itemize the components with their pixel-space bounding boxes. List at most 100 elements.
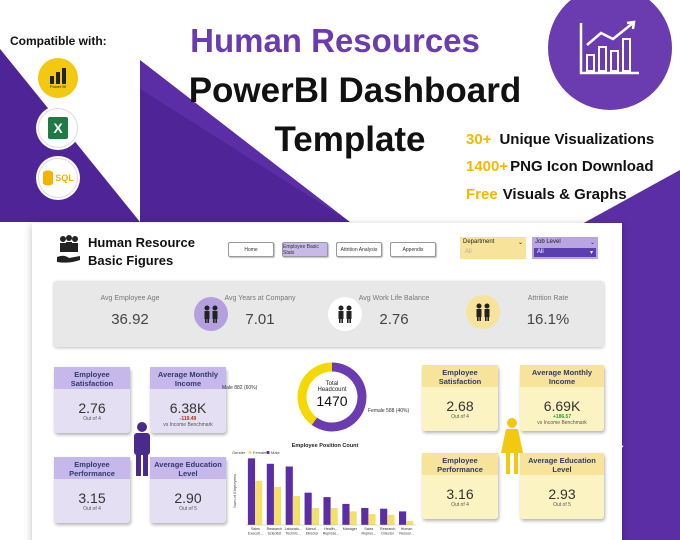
x-tick-label: Director xyxy=(306,532,319,536)
powerbi-icon: Power BI xyxy=(36,56,80,100)
kpi-wlb-label: Avg Work Life Balance xyxy=(358,295,430,302)
card-delta: +186.57 xyxy=(552,414,572,420)
compatible-label: Compatible with: xyxy=(10,34,107,48)
feature-3: Free Visuals & Graphs xyxy=(466,186,627,203)
nav-attrition[interactable]: Attrition Analysis xyxy=(336,242,382,257)
bar-male xyxy=(342,503,350,525)
bar-male xyxy=(323,497,331,525)
female-income-card: Average Monthly Income 6.69K +186.57 vs … xyxy=(520,365,604,431)
powerbi-bars-icon xyxy=(50,67,66,84)
male-income-card: Average Monthly Income 6.38K -119.49 vs … xyxy=(150,367,226,433)
donut-female-label: Female 588 (40%) xyxy=(368,408,410,414)
bar-male xyxy=(266,463,274,525)
people-icon xyxy=(328,297,362,331)
x-tick-label: Director xyxy=(381,532,394,536)
x-tick-label: Research xyxy=(267,527,282,531)
kpi-avg-years-label: Avg Years at Company xyxy=(224,295,296,302)
x-tick-label: Manager xyxy=(343,527,358,531)
title-line-1: Human Resources xyxy=(190,22,480,59)
x-tick-label: Laborato... xyxy=(285,527,302,531)
x-tick-label: Sales xyxy=(364,527,373,531)
nav-home[interactable]: Home xyxy=(228,242,274,257)
hr-header-icon xyxy=(56,235,82,270)
title-line-2: PowerBI Dashboard xyxy=(188,71,522,110)
bar-female xyxy=(349,511,357,525)
y-axis-label: Num of Employees xyxy=(232,474,237,508)
excel-icon: X xyxy=(36,106,80,150)
female-figure-icon xyxy=(500,417,524,480)
card-title: Average Education Level xyxy=(520,453,604,475)
job-level-filter[interactable]: Job Level ⌄ All ▾ xyxy=(532,237,598,259)
male-satisfaction-card: Employee Satisfaction 2.76 Out of 4 xyxy=(54,367,130,433)
donut-slice-male xyxy=(311,362,367,432)
kpi-wlb-value: 2.76 xyxy=(379,311,409,328)
x-tick-label: Sales xyxy=(251,527,260,531)
legend-swatch-female xyxy=(248,450,252,455)
chart-growth-icon xyxy=(579,20,639,75)
card-title: Employee Satisfaction xyxy=(54,367,130,389)
feature-2-text: PNG Icon Download xyxy=(510,158,654,175)
job-level-value: All xyxy=(537,249,544,255)
card-sub: vs Income Benchmark xyxy=(537,420,587,426)
card-sub: Out of 4 xyxy=(83,416,101,422)
bar-male xyxy=(247,458,256,525)
female-education-card: Average Education Level 2.93 Out of 5 xyxy=(520,453,604,519)
feature-1: 30+ Unique Visualizations xyxy=(466,131,654,148)
people-icon xyxy=(466,295,500,329)
bar-male xyxy=(304,492,312,525)
dashboard-title-line2: Basic Figures xyxy=(88,253,174,269)
card-title: Employee Satisfaction xyxy=(422,365,498,387)
dashboard-preview: Human Resource Basic Figures Home Employ… xyxy=(32,223,622,540)
people-icon xyxy=(194,297,228,331)
bar-male xyxy=(361,508,369,525)
legend-label-female: Female xyxy=(253,450,267,455)
kpi-avg-age-value: 36.92 xyxy=(111,311,149,328)
legend-label-male: Male xyxy=(271,450,280,455)
dashboard-title-line1: Human Resource xyxy=(88,235,195,250)
card-title: Average Education Level xyxy=(150,457,226,479)
department-label: Department xyxy=(463,239,495,245)
donut-label-top: Total xyxy=(325,381,339,387)
x-tick-label: Repres... xyxy=(361,532,376,536)
bar-female xyxy=(255,480,263,525)
x-tick-label: Technic... xyxy=(286,532,301,536)
kpi-attrition-value: 16.1% xyxy=(526,311,570,328)
x-tick-label: Resour... xyxy=(399,532,413,536)
bar-male xyxy=(285,466,293,525)
job-level-label: Job Level xyxy=(535,239,561,245)
x-tick-label: Represe... xyxy=(323,532,340,536)
feature-2: 1400+ PNG Icon Download xyxy=(466,158,653,175)
kpi-attrition-label: Attrition Rate xyxy=(527,295,569,302)
legend-swatch-male xyxy=(266,450,270,455)
bar-male xyxy=(380,508,388,525)
title-line-3: Template xyxy=(274,120,426,159)
card-sub: Out of 5 xyxy=(553,502,571,508)
feature-1-highlight: 30+ xyxy=(466,131,492,148)
feature-1-text: Unique Visualizations xyxy=(499,131,655,148)
dashboard-title: Human Resource Basic Figures xyxy=(88,234,195,270)
x-tick-label: Manuf... xyxy=(306,527,319,531)
card-delta: -119.49 xyxy=(179,416,197,422)
bar-male xyxy=(399,511,407,525)
nav-appendix[interactable]: Appendix xyxy=(390,242,436,257)
excel-text: X xyxy=(48,117,68,139)
bar-female xyxy=(292,496,301,525)
card-sub: vs Income Benchmark xyxy=(163,422,213,428)
feature-2-highlight: 1400+ xyxy=(466,158,509,175)
card-value: 3.16 xyxy=(446,486,474,502)
bar-female xyxy=(387,514,395,525)
card-value: 6.38K xyxy=(169,400,207,416)
chevron-down-icon: ⌄ xyxy=(589,240,595,246)
card-value: 2.93 xyxy=(548,486,576,502)
sql-icon: SQL xyxy=(36,156,80,200)
nav-basic-stats[interactable]: Employee Basic Stats xyxy=(282,242,328,257)
department-filter[interactable]: Department ⌄ All xyxy=(460,237,526,259)
analytics-logo xyxy=(548,0,672,110)
x-tick-label: Human xyxy=(401,527,413,531)
x-tick-label: Health... xyxy=(324,527,337,531)
card-sub: Out of 4 xyxy=(451,502,469,508)
kpi-avg-years-value: 7.01 xyxy=(245,311,275,328)
donut-center: Total Headcount 1470 xyxy=(302,381,362,409)
bar-female xyxy=(330,508,338,525)
chevron-down-icon: ⌄ xyxy=(517,240,523,246)
